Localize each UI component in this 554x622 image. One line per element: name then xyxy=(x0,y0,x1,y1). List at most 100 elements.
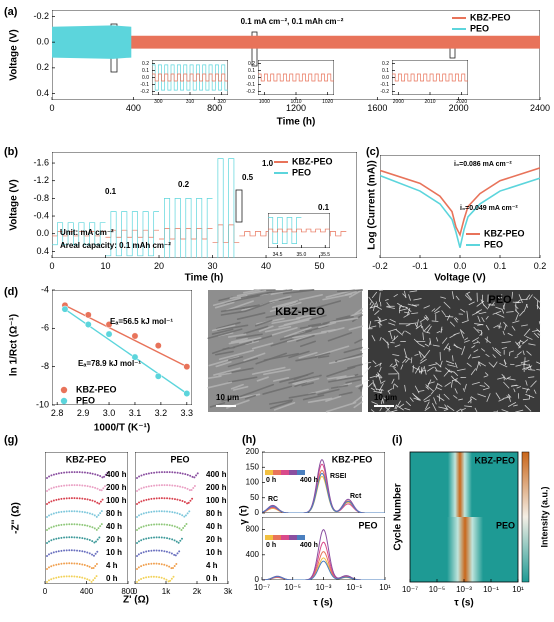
texture xyxy=(296,312,321,320)
texture xyxy=(416,319,419,327)
texture xyxy=(372,360,377,365)
texture xyxy=(522,387,531,391)
x-tick-label: 35.5 xyxy=(320,252,330,258)
texture xyxy=(443,393,450,400)
texture xyxy=(451,375,457,383)
y-tick-label: 0.0 xyxy=(248,75,255,81)
texture xyxy=(403,313,410,318)
point xyxy=(131,353,139,361)
texture xyxy=(425,384,433,391)
texture xyxy=(377,373,382,383)
impedance-arc xyxy=(46,536,101,545)
texture xyxy=(436,330,441,334)
texture xyxy=(368,296,375,305)
texture xyxy=(420,322,422,329)
point xyxy=(84,321,92,328)
texture xyxy=(525,380,528,386)
point xyxy=(105,321,113,328)
x-axis-label: Time (h) xyxy=(277,117,316,128)
panel: 300 310 320 -0.2-0.10.00.10.2 xyxy=(140,60,228,105)
texture xyxy=(370,409,375,413)
texture xyxy=(492,354,496,358)
texture xyxy=(394,344,401,348)
texture xyxy=(253,335,273,342)
x-tick-label: 10⁻³ xyxy=(316,583,332,592)
annotation: 1.0 xyxy=(262,159,274,168)
x-tick-label: 0 xyxy=(43,587,48,596)
texture xyxy=(225,300,254,312)
voltage-trace xyxy=(217,158,235,258)
texture xyxy=(410,357,413,364)
annotation: Unit: mA cm⁻² xyxy=(60,228,114,237)
texture xyxy=(442,337,448,344)
annotation: 0.2 xyxy=(178,180,190,189)
legend-label: PEO xyxy=(292,167,311,177)
texture xyxy=(389,331,393,340)
texture xyxy=(325,401,357,413)
plot-area xyxy=(52,290,192,405)
impedance-arc xyxy=(46,510,103,519)
panel: 10⁻⁷ 10⁻⁵ 10⁻³ 10⁻¹ 10¹ 0 400 800 τ (s) PEO 0 h 400… xyxy=(246,517,391,609)
texture xyxy=(485,315,489,320)
texture xyxy=(492,346,495,351)
texture xyxy=(220,310,246,316)
impedance-arc xyxy=(46,549,100,558)
texture xyxy=(374,310,380,315)
impedance-arc xyxy=(136,510,191,519)
texture xyxy=(440,326,443,331)
texture xyxy=(392,384,395,390)
x-tick-label: 2000 xyxy=(393,99,404,105)
texture xyxy=(461,320,469,324)
texture xyxy=(298,351,318,359)
point xyxy=(61,305,69,313)
y-tick-label: 0.2 xyxy=(248,61,255,67)
texture xyxy=(395,359,400,363)
plot-frame xyxy=(268,213,330,248)
texture xyxy=(379,407,383,412)
texture xyxy=(251,342,274,350)
x-tick-label: 3.2 xyxy=(155,408,168,418)
texture xyxy=(536,361,541,365)
x-axis-label: τ (s) xyxy=(313,598,332,609)
texture xyxy=(475,309,482,313)
texture xyxy=(412,365,414,373)
sem-image xyxy=(208,290,362,412)
texture xyxy=(501,308,505,314)
annotation: Eₐ=78.9 kJ mol⁻¹ xyxy=(78,359,141,368)
x-tick-label: 1600 xyxy=(367,103,387,113)
texture xyxy=(479,385,486,387)
annotation: 0.1 xyxy=(318,203,330,212)
x-axis-label: 1000/T (K⁻¹) xyxy=(94,423,150,434)
texture xyxy=(273,376,290,382)
legend-label: 400 h xyxy=(106,470,127,479)
texture xyxy=(328,375,363,383)
swatch xyxy=(273,470,281,475)
texture xyxy=(394,358,398,367)
texture xyxy=(485,353,490,357)
texture xyxy=(483,304,489,310)
texture xyxy=(440,328,443,334)
texture xyxy=(466,310,469,321)
texture xyxy=(375,301,378,306)
texture xyxy=(445,347,452,351)
texture xyxy=(229,294,248,300)
texture xyxy=(355,383,363,388)
plot-area xyxy=(45,452,128,584)
texture xyxy=(527,376,535,378)
texture xyxy=(393,363,397,367)
texture xyxy=(522,350,525,356)
x-tick-label: 34.5 xyxy=(273,252,283,258)
texture xyxy=(216,321,241,330)
texture xyxy=(504,324,507,331)
texture xyxy=(403,348,408,358)
texture xyxy=(501,347,508,349)
texture xyxy=(396,404,404,411)
texture xyxy=(414,323,418,329)
x-tick-label: 10 xyxy=(101,261,111,271)
texture xyxy=(207,381,233,389)
legend-label: 100 h xyxy=(206,496,227,505)
texture xyxy=(230,337,248,343)
point xyxy=(154,372,162,380)
texture xyxy=(518,294,523,303)
plot-area xyxy=(380,155,540,258)
